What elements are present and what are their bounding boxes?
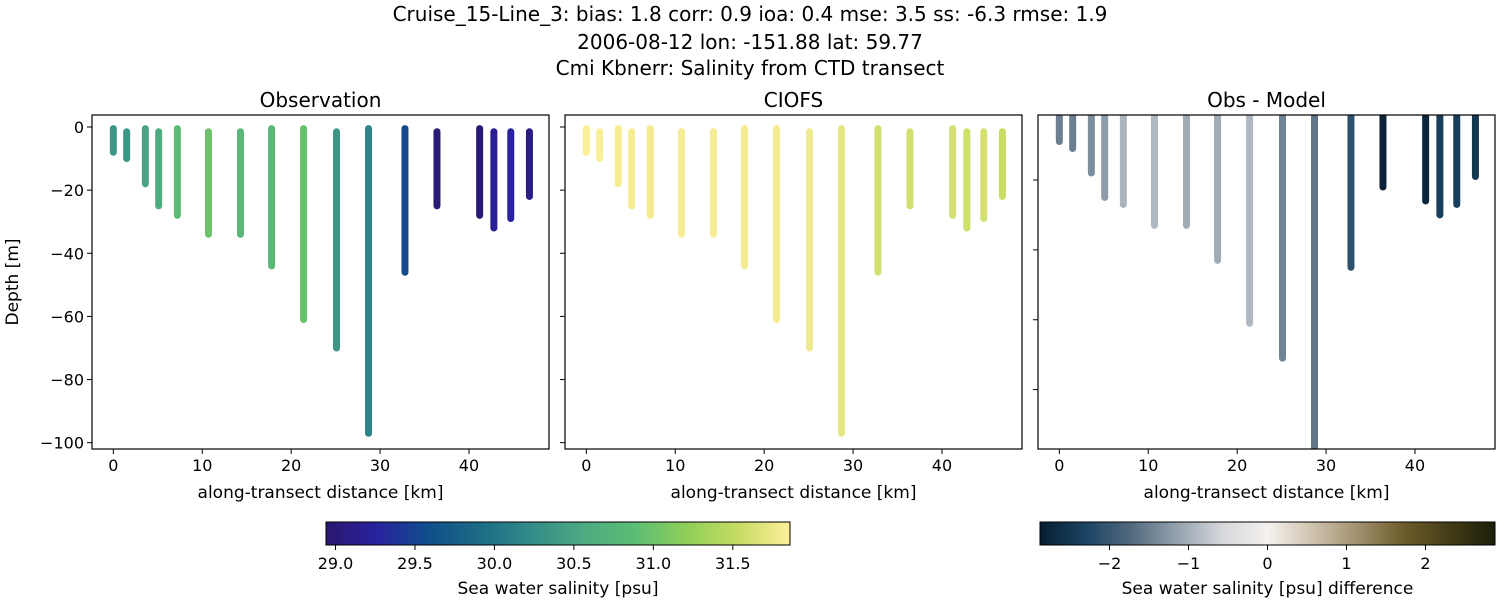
x-tick-label: 10 (192, 456, 212, 475)
axes-title: CIOFS (764, 88, 823, 112)
colorbar-label: Sea water salinity [psu] difference (1122, 579, 1414, 599)
x-tick-label: 20 (1227, 456, 1247, 475)
plot-area (582, 125, 1006, 437)
figure-title-line-3: Cmi Kbnerr: Salinity from CTD transect (555, 56, 945, 80)
colorbar-tick-label: −2 (1098, 554, 1122, 573)
colorbar-2: −2 −1 0 1 2 Sea water salinity [psu] differen… (1039, 521, 1496, 599)
x-tick-label: 0 (1054, 456, 1064, 475)
colorbar-tick-label: 0 (1262, 554, 1272, 573)
x-axis-label: along-transect distance [km] (1144, 483, 1390, 503)
colorbar-label: Sea water salinity [psu] (458, 579, 659, 599)
colorbar-tick-label: 31.5 (715, 554, 751, 573)
plot-area (1055, 115, 1479, 449)
colorbar-bar (325, 521, 791, 546)
y-tick-label: −20 (50, 181, 84, 200)
y-tick-label: −40 (50, 244, 84, 263)
plot-area (109, 125, 533, 437)
x-tick-label: 30 (1316, 456, 1336, 475)
colorbar-tick-label: 31.0 (636, 554, 672, 573)
x-tick-label: 40 (1405, 456, 1425, 475)
colorbar-tick-label: 29.5 (397, 554, 433, 573)
x-tick-label: 20 (281, 456, 301, 475)
x-tick-label: 0 (108, 456, 118, 475)
y-tick-label: 0 (74, 118, 84, 137)
y-tick-label: −80 (50, 371, 84, 390)
axes-2: 0 10 20 30 40 along-transect distance [km] CIO… (560, 88, 1023, 503)
x-tick-label: 40 (932, 456, 952, 475)
figure-title-line-2: 2006-08-12 lon: -151.88 lat: 59.77 (577, 30, 923, 54)
axes-frame (1037, 114, 1496, 450)
y-tick-label: −60 (50, 307, 84, 326)
colorbar-tick-label: 30.5 (556, 554, 592, 573)
y-tick-label: −100 (40, 434, 84, 453)
y-axis-label: Depth [m] (3, 238, 23, 325)
x-tick-label: 30 (370, 456, 390, 475)
x-tick-label: 40 (459, 456, 479, 475)
colorbar-tick-label: 30.0 (477, 554, 513, 573)
colorbar-tick-label: 2 (1420, 554, 1430, 573)
x-axis-label: along-transect distance [km] (671, 483, 917, 503)
axes-frame (91, 114, 550, 450)
axes-title: Obs - Model (1207, 88, 1326, 112)
x-tick-label: 10 (1138, 456, 1158, 475)
colorbar-tick-label: −1 (1177, 554, 1201, 573)
colorbar-tick-label: 29.0 (318, 554, 354, 573)
axes-frame (564, 114, 1023, 450)
axes-1: 0 10 20 30 40 along-transect distance [km] Obs… (3, 88, 550, 503)
axes-3: 0 10 20 30 40 along-transect distance [km] Obs… (1033, 88, 1496, 503)
x-axis-label: along-transect distance [km] (198, 483, 444, 503)
colorbar-1: 29.0 29.5 30.0 30.5 31.0 31.5 Sea water salini… (318, 521, 791, 599)
x-tick-label: 10 (665, 456, 685, 475)
x-tick-label: 20 (754, 456, 774, 475)
colorbar-bar (1039, 521, 1496, 546)
axes-title: Observation (260, 88, 382, 112)
x-tick-label: 30 (843, 456, 863, 475)
figure-title-line-1: Cruise_15-Line_3: bias: 1.8 corr: 0.9 io… (392, 2, 1108, 26)
colorbar-tick-label: 1 (1341, 554, 1351, 573)
x-tick-label: 0 (581, 456, 591, 475)
